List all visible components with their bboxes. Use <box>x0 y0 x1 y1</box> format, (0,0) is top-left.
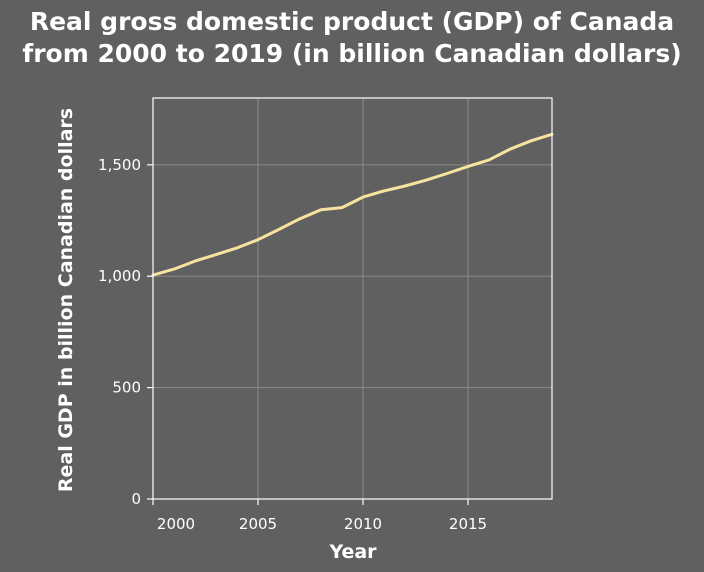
y-tick-label: 0 <box>131 490 141 508</box>
chart-title-line-2: from 2000 to 2019 (in billion Canadian d… <box>22 39 681 68</box>
gdp-data-point <box>487 158 491 162</box>
gdp-data-point <box>277 228 281 231</box>
y-axis-title: Real GDP in billion Canadian dollars <box>55 108 77 492</box>
gdp-data-point <box>172 267 176 271</box>
gdp-data-point <box>256 238 260 241</box>
gdp-data-point <box>340 206 344 209</box>
gdp-data-point <box>424 179 428 182</box>
x-tick-label: 2000 <box>157 515 195 533</box>
gdp-data-point <box>319 208 323 212</box>
x-tick-label: 2015 <box>449 515 487 533</box>
series-layer <box>151 132 554 277</box>
gdp-data-point <box>529 139 533 142</box>
gdp-data-point <box>214 253 218 256</box>
axis-ticks: 2000 2005 2010 2015 0 500 1,000 1,500 <box>98 156 487 533</box>
y-tick-label: 500 <box>112 379 141 397</box>
chart-title-line-1: Real gross domestic product (GDP) of Can… <box>30 7 674 36</box>
gdp-data-point <box>235 246 239 250</box>
x-tick-label: 2005 <box>239 515 277 533</box>
plot-frame <box>152 97 553 500</box>
x-axis-title: Year <box>328 541 377 563</box>
y-tick-label: 1,500 <box>98 156 141 174</box>
x-tick-label: 2010 <box>344 515 382 533</box>
gdp-data-point <box>403 184 407 188</box>
gdp-data-point <box>508 148 512 151</box>
gdp-data-point <box>298 217 302 220</box>
gdp-data-point <box>382 189 386 193</box>
gdp-data-point <box>193 259 197 263</box>
gdp-data-point <box>361 195 365 199</box>
gdp-series-line <box>151 132 554 277</box>
y-tick-label: 1,000 <box>98 267 141 285</box>
gdp-data-point <box>466 165 470 168</box>
gdp-data-point <box>445 172 449 175</box>
